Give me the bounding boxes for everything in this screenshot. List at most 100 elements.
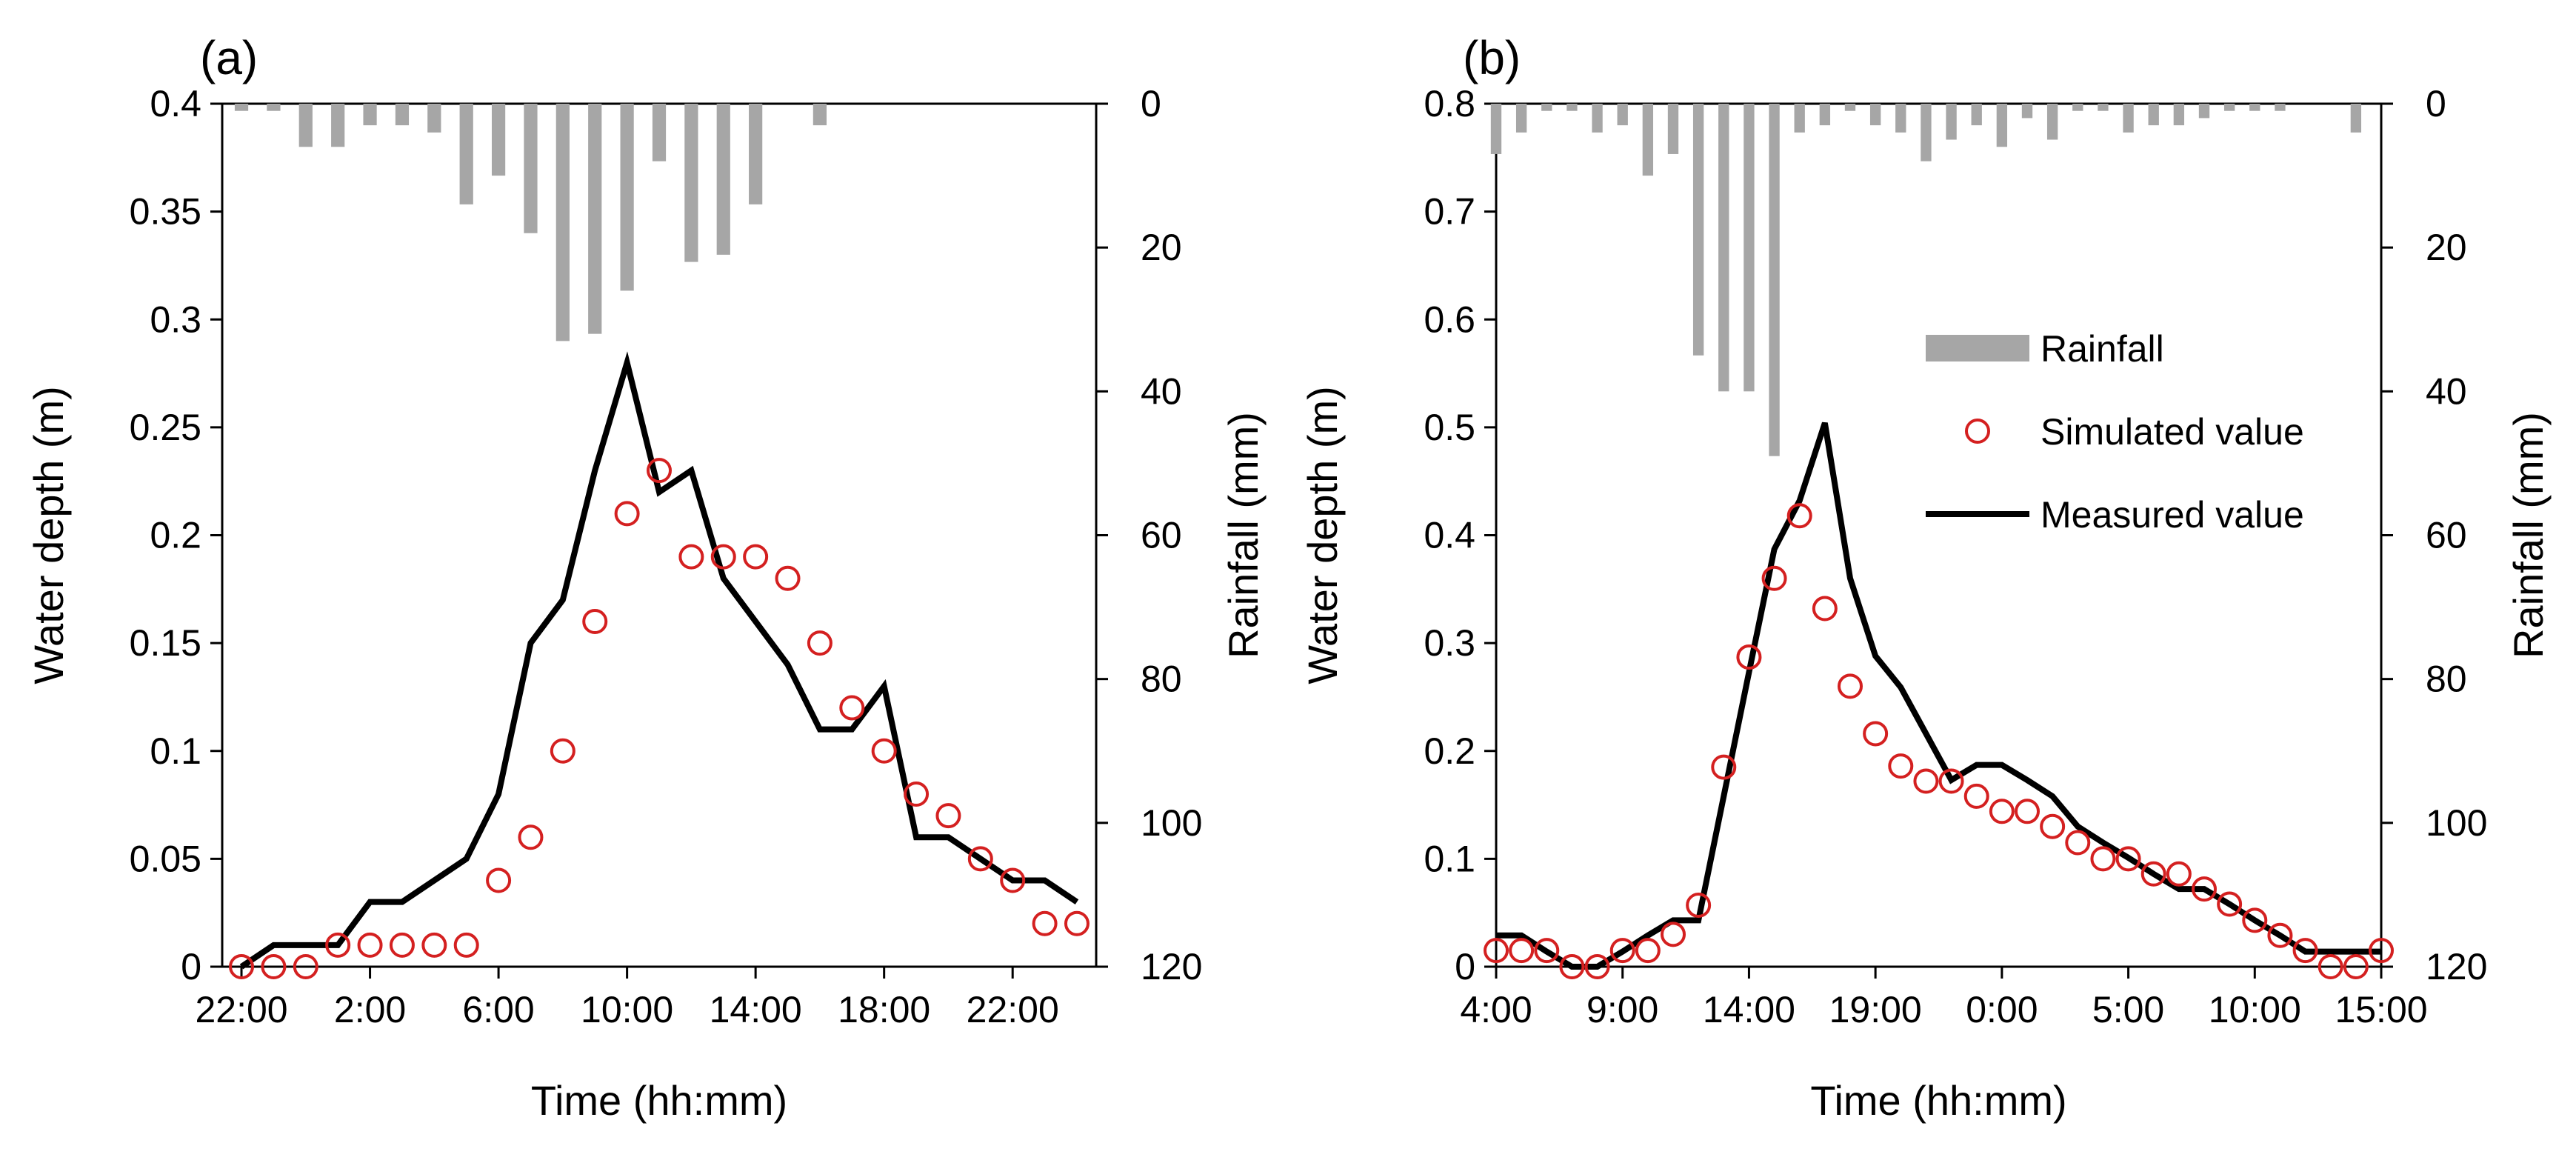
y-tick-label: 0.8 <box>1424 83 1475 124</box>
y-tick-label: 0.5 <box>1424 407 1475 448</box>
simulated-value-point <box>1534 938 1560 964</box>
x-tick-label: 6:00 <box>462 989 534 1030</box>
rainfall-bar <box>2072 104 2083 111</box>
simulated-value-point <box>2115 846 2141 872</box>
y-tick-label: 0.1 <box>1424 838 1475 879</box>
rainfall-bar <box>491 104 506 176</box>
simulated-value-point <box>1032 910 1058 936</box>
simulated-value-point <box>614 501 640 527</box>
rainfall-bar <box>2198 104 2210 119</box>
legend-measured-label: Measured value <box>2041 494 2304 536</box>
x-tick-label: 19:00 <box>1829 989 1922 1030</box>
y-tick-label: 0.15 <box>130 622 201 664</box>
x-tick-label: 18:00 <box>838 989 930 1030</box>
simulated-value-point <box>518 824 544 850</box>
y2-tick-label: 80 <box>1141 659 1182 700</box>
panel-b: 0 0.1 0.2 0.3 0.4 0.5 0.6 0.7 0.8 0 20 40 60 80 100 120… <box>1299 31 2552 1124</box>
rainfall-bar <box>812 104 827 126</box>
simulated-value-point <box>1609 938 1635 964</box>
simulated-value-point <box>1711 754 1737 780</box>
y-tick-label: 0.6 <box>1424 299 1475 340</box>
rainfall-bar <box>555 104 570 341</box>
rainfall-bar <box>1769 104 1780 456</box>
rainfall-bar <box>331 104 345 147</box>
simulated-value-point <box>871 738 897 764</box>
y2-tick-label: 60 <box>2426 515 2467 556</box>
simulated-value-point <box>1989 799 2015 824</box>
simulated-value-point <box>293 954 318 979</box>
x-tick-label: 22:00 <box>967 989 1059 1030</box>
panel-label: (b) <box>1463 31 1521 84</box>
rainfall-bar <box>1566 104 1578 111</box>
rainfall-bar <box>684 104 698 262</box>
y-tick-label: 0.4 <box>1424 515 1475 556</box>
x-tick-label: 4:00 <box>1460 989 1532 1030</box>
simulated-value-point <box>2040 813 2066 839</box>
simulated-value-point <box>229 954 255 979</box>
simulated-value-point <box>421 932 447 958</box>
simulated-value-point <box>357 932 383 958</box>
simulated-value-point <box>647 458 672 484</box>
y-tick-label: 0.3 <box>150 299 201 340</box>
rainfall-bar <box>1617 104 1628 126</box>
legend-simulated-label: Simulated value <box>2041 411 2304 453</box>
rainfall-bar <box>620 104 634 291</box>
y-tick-label: 0.4 <box>150 83 201 124</box>
rainfall-bar <box>1692 104 1704 356</box>
y2-tick-label: 120 <box>2426 946 2487 987</box>
rainfall-bar <box>2173 104 2185 126</box>
y-tick-label: 0.05 <box>130 838 201 879</box>
simulated-value-point <box>1000 867 1026 893</box>
simulated-value-point <box>325 932 351 958</box>
simulated-value-point <box>904 782 930 807</box>
simulated-value-point <box>2292 938 2318 964</box>
rainfall-bar <box>1718 104 1729 392</box>
rainfall-bar <box>2123 104 2134 133</box>
rainfall-bar <box>1541 104 1552 111</box>
simulated-value-point <box>2318 954 2343 979</box>
simulated-value-point <box>807 630 832 656</box>
y2-tick-label: 0 <box>2426 83 2446 124</box>
y-tick-label: 0 <box>181 946 201 987</box>
y2-tick-label: 80 <box>2426 659 2467 700</box>
simulated-value-point <box>1686 892 1712 918</box>
rainfall-bar <box>1819 104 1831 126</box>
y-tick-label: 0 <box>1455 946 1475 987</box>
measured-value-line <box>239 351 1079 970</box>
y-tick-label: 0.3 <box>1424 622 1475 664</box>
simulated-value-point <box>1584 954 1610 979</box>
y-tick-label: 0.25 <box>130 407 201 448</box>
y-tick-label: 0.2 <box>1424 730 1475 772</box>
y2-tick-label: 120 <box>1141 946 1202 987</box>
simulated-value-point <box>2065 830 2091 856</box>
simulated-value-point <box>2090 846 2116 872</box>
y2-tick-label: 20 <box>1141 227 1182 268</box>
rainfall-bar <box>2098 104 2109 111</box>
rainfall-bar <box>1592 104 1603 133</box>
panel-label: (a) <box>200 31 258 84</box>
y2-axis-title: Rainfall (mm) <box>1220 412 1267 659</box>
x-tick-label: 0:00 <box>1966 989 2038 1030</box>
simulated-value-point <box>1509 938 1535 964</box>
simulated-value-point <box>1963 783 1989 809</box>
simulated-value-point <box>2369 938 2394 964</box>
y2-tick-label: 40 <box>1141 370 1182 412</box>
simulated-value-point <box>2267 922 2293 948</box>
simulated-value-point <box>967 846 993 872</box>
y-tick-label: 0.35 <box>130 191 201 233</box>
simulated-value-point <box>2015 799 2040 824</box>
simulated-value-point <box>710 544 736 570</box>
rainfall-bar <box>395 104 410 126</box>
y2-tick-label: 60 <box>1141 515 1182 556</box>
rainfall-bar <box>749 104 763 204</box>
simulated-value-point <box>2140 861 2166 887</box>
rainfall-bar <box>459 104 473 204</box>
simulated-value-point <box>1786 503 1812 529</box>
rainfall-bar <box>1921 104 1932 161</box>
simulated-value-point <box>2192 876 2217 902</box>
simulated-value-point <box>1888 753 1914 779</box>
y-tick-label: 0.7 <box>1424 191 1475 233</box>
x-tick-label: 14:00 <box>710 989 802 1030</box>
